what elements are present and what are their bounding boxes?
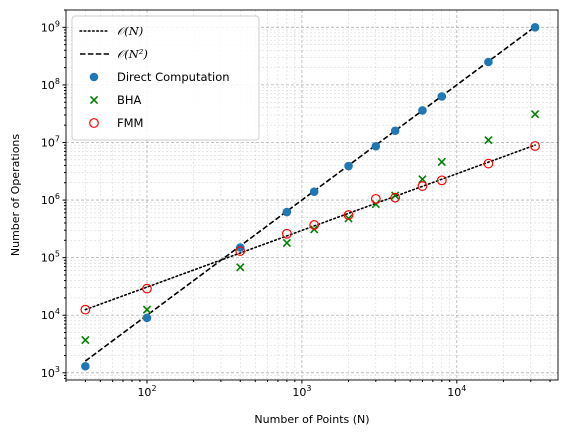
bha-point (236, 263, 245, 272)
legend-fmm-marker (89, 118, 99, 128)
bha-point (142, 305, 152, 314)
legend-box (71, 15, 260, 141)
data-points (80, 23, 540, 371)
legend-label: FMM (117, 116, 143, 130)
bha-point (484, 135, 493, 145)
direct-point (371, 141, 381, 151)
fmm-point (309, 220, 320, 230)
y-tick-label: 104 (41, 307, 60, 322)
y-tick-label: 105 (41, 250, 60, 265)
y-axis-label: Number of Operations (9, 134, 22, 257)
direct-point (81, 361, 90, 371)
direct-point (530, 23, 540, 32)
fmm-point (142, 283, 152, 294)
fmm-point (417, 181, 428, 191)
fmm-point (235, 246, 246, 256)
plot-frame (65, 9, 559, 381)
direct-point (344, 161, 353, 171)
direct-point (418, 106, 427, 115)
y-tick-label: 108 (41, 77, 60, 92)
y-tick-label: 107 (41, 134, 60, 149)
quadratic-fit-line (84, 26, 536, 362)
x-axis-label: Number of Points (N) (254, 413, 369, 426)
legend-label: 𝒪(N²) (117, 47, 148, 61)
fmm-point (436, 175, 447, 186)
fmm-point (390, 192, 401, 203)
direct-point (484, 57, 493, 67)
legend-bha-marker (89, 95, 99, 105)
bha-point (344, 214, 353, 223)
y-tick-label: 103 (41, 365, 60, 380)
legend-label: BHA (117, 93, 142, 107)
fmm-point (483, 158, 494, 169)
fmm-point (343, 210, 354, 220)
bha-point (371, 199, 380, 209)
x-tick-label: 103 (292, 384, 311, 399)
bha-point (81, 335, 90, 345)
legend: 𝒪(N) 𝒪(N²) Direct Computation BHA FMM (71, 15, 260, 141)
bha-point (437, 157, 446, 167)
legend-label: 𝒪(N) (117, 24, 143, 38)
y-axis-ticks: 103 104 105 106 107 108 109 (41, 9, 66, 380)
legend-direct-marker (89, 72, 99, 82)
direct-point (282, 207, 292, 217)
direct-point (390, 126, 400, 136)
fmm-point (281, 228, 292, 239)
bha-point (418, 175, 427, 184)
legend-label: Direct Computation (117, 70, 230, 84)
bha-point (282, 238, 292, 248)
y-tick-label: 109 (41, 19, 60, 34)
fmm-point (370, 193, 381, 204)
x-axis-ticks: 102 103 104 (65, 380, 551, 399)
x-tick-label: 102 (137, 384, 156, 399)
direct-point (235, 243, 245, 252)
bha-point (530, 110, 540, 119)
direct-point (309, 187, 319, 196)
y-tick-label: 106 (41, 192, 60, 207)
fmm-point (80, 304, 91, 315)
fmm-point (530, 141, 540, 151)
direct-point (142, 313, 152, 323)
direct-point (437, 92, 447, 101)
bha-point (391, 191, 400, 200)
x-tick-label: 104 (447, 384, 466, 399)
